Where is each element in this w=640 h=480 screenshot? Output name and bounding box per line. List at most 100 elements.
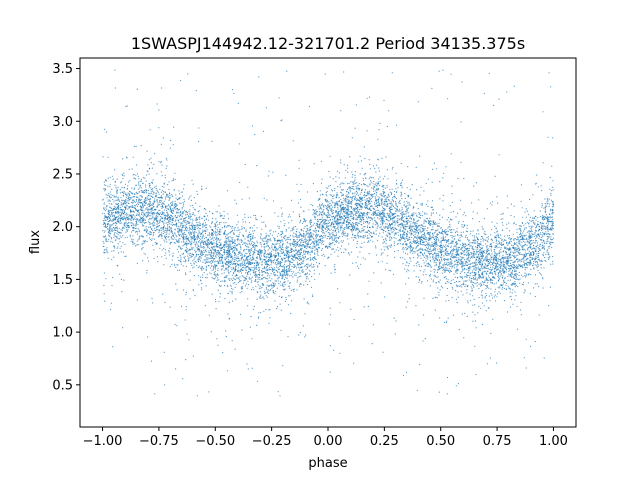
data-point bbox=[168, 239, 170, 241]
data-point bbox=[425, 221, 428, 223]
data-point bbox=[433, 232, 435, 234]
data-point bbox=[352, 222, 354, 224]
data-point bbox=[503, 287, 505, 290]
data-point bbox=[439, 218, 441, 221]
data-point bbox=[205, 285, 207, 287]
data-point bbox=[429, 285, 431, 287]
data-point bbox=[375, 171, 377, 173]
data-point bbox=[423, 190, 425, 192]
data-point bbox=[526, 221, 528, 223]
data-point bbox=[258, 312, 260, 314]
data-point bbox=[486, 273, 488, 275]
data-point bbox=[123, 209, 125, 211]
data-point bbox=[184, 257, 186, 259]
data-point bbox=[217, 230, 219, 232]
data-point bbox=[521, 254, 523, 256]
data-point bbox=[259, 291, 262, 293]
data-point bbox=[293, 255, 295, 257]
data-point bbox=[466, 276, 468, 279]
data-point bbox=[473, 298, 475, 300]
data-point bbox=[144, 253, 146, 255]
data-point bbox=[177, 269, 179, 271]
data-point bbox=[329, 194, 331, 196]
data-point bbox=[435, 262, 437, 264]
data-point bbox=[321, 228, 323, 230]
data-point bbox=[406, 187, 408, 189]
data-point bbox=[475, 253, 477, 255]
data-point bbox=[271, 250, 273, 252]
data-point bbox=[363, 241, 365, 243]
data-point bbox=[466, 224, 468, 226]
data-point bbox=[105, 237, 107, 239]
data-point bbox=[409, 257, 411, 259]
data-point bbox=[496, 231, 498, 233]
data-point bbox=[532, 244, 535, 247]
data-point bbox=[322, 253, 324, 255]
data-point bbox=[163, 203, 165, 205]
data-point bbox=[360, 221, 362, 223]
data-point bbox=[478, 283, 480, 285]
data-point bbox=[438, 225, 440, 227]
data-point bbox=[224, 297, 226, 300]
data-point bbox=[450, 256, 452, 258]
data-point bbox=[192, 230, 194, 232]
data-point bbox=[278, 243, 280, 245]
data-point bbox=[319, 203, 321, 205]
data-point bbox=[445, 229, 447, 231]
data-point bbox=[432, 281, 434, 283]
data-point bbox=[426, 239, 428, 241]
data-point bbox=[521, 221, 524, 224]
data-point bbox=[225, 263, 227, 265]
data-point bbox=[416, 236, 418, 238]
data-point bbox=[331, 222, 333, 224]
data-points bbox=[102, 69, 555, 397]
data-point bbox=[228, 245, 230, 247]
data-point bbox=[437, 248, 439, 250]
data-point bbox=[226, 234, 228, 236]
data-point bbox=[426, 263, 428, 265]
data-point bbox=[129, 234, 131, 236]
data-point bbox=[340, 251, 343, 254]
data-point bbox=[177, 259, 179, 261]
data-point bbox=[112, 241, 114, 243]
data-point bbox=[239, 251, 241, 253]
data-point bbox=[273, 291, 275, 293]
data-point bbox=[261, 238, 263, 240]
data-point bbox=[156, 242, 158, 244]
data-point bbox=[135, 245, 137, 247]
data-point bbox=[466, 315, 468, 317]
data-point bbox=[360, 208, 362, 211]
data-point bbox=[482, 261, 484, 263]
data-point bbox=[546, 250, 548, 252]
data-point bbox=[182, 201, 184, 204]
data-point bbox=[491, 253, 493, 255]
data-point bbox=[367, 185, 369, 187]
data-point bbox=[242, 264, 244, 266]
data-point bbox=[282, 265, 284, 267]
data-point bbox=[298, 334, 300, 336]
data-point bbox=[112, 223, 114, 225]
data-point bbox=[221, 268, 223, 270]
data-point bbox=[126, 223, 128, 225]
data-point bbox=[136, 299, 138, 301]
data-point bbox=[481, 263, 483, 265]
data-point bbox=[209, 240, 211, 242]
data-point bbox=[297, 202, 299, 204]
data-point bbox=[354, 214, 356, 216]
data-point bbox=[260, 234, 262, 236]
data-point bbox=[180, 191, 182, 193]
data-point bbox=[250, 251, 252, 253]
data-point bbox=[548, 205, 550, 207]
data-point bbox=[430, 252, 432, 254]
data-point bbox=[436, 212, 438, 214]
data-point bbox=[141, 196, 143, 198]
data-point bbox=[468, 256, 470, 259]
data-point bbox=[336, 240, 338, 243]
data-point bbox=[224, 256, 226, 258]
data-point bbox=[527, 247, 529, 249]
data-point bbox=[311, 225, 313, 227]
data-point bbox=[429, 264, 432, 266]
data-point bbox=[256, 227, 258, 229]
data-point bbox=[313, 259, 315, 261]
data-point bbox=[254, 248, 256, 250]
